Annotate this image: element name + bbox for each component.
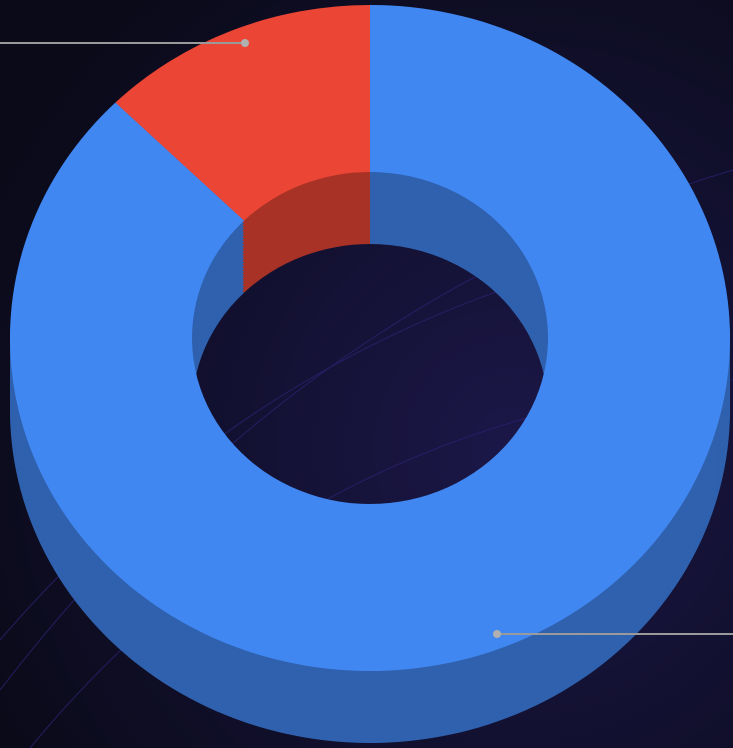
leader-dot [241, 39, 249, 47]
chart [0, 0, 733, 748]
leader-dot [493, 630, 501, 638]
page: (() => { const data = JSON.parse(documen… [0, 0, 733, 748]
